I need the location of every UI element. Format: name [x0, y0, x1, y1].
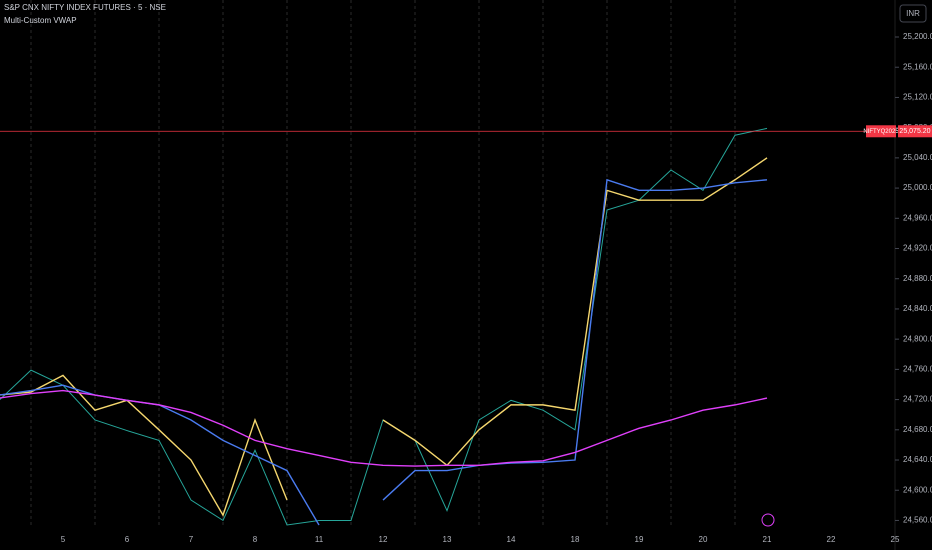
y-tick-label: 24,840.00 — [903, 304, 932, 313]
y-tick-label: 24,560.00 — [903, 516, 932, 525]
x-tick-label: 6 — [125, 535, 130, 544]
y-tick-label: 24,920.00 — [903, 244, 932, 253]
y-tick-label: 25,000.00 — [903, 183, 932, 192]
y-tick-label: 25,040.00 — [903, 153, 932, 162]
x-tick-label: 18 — [571, 535, 580, 544]
price-tag — [898, 125, 932, 138]
chart-title: S&P CNX NIFTY INDEX FUTURES · 5 · NSE — [4, 3, 166, 12]
y-tick-label: 24,640.00 — [903, 455, 932, 464]
y-tick-label: 25,160.00 — [903, 62, 932, 71]
x-tick-label: 13 — [443, 535, 452, 544]
symbol-tag-label: NIFTYQ2025 — [863, 129, 899, 135]
series-line — [382, 178, 768, 501]
x-tick-label: 22 — [827, 535, 836, 544]
series-line — [0, 374, 288, 517]
x-tick-label: 19 — [635, 535, 644, 544]
x-tick-label: 25 — [891, 535, 900, 544]
y-tick-label: 24,680.00 — [903, 425, 932, 434]
y-tick-label: 24,800.00 — [903, 334, 932, 343]
series-line — [382, 157, 768, 467]
y-tick-label: 24,600.00 — [903, 485, 932, 494]
y-tick-label: 25,120.00 — [903, 93, 932, 102]
y-tick-label: 24,880.00 — [903, 274, 932, 283]
x-tick-label: 11 — [315, 535, 324, 544]
x-tick-label: 8 — [253, 535, 258, 544]
x-tick-label: 5 — [61, 535, 66, 544]
indicator-name[interactable]: Multi-Custom VWAP — [4, 16, 77, 25]
x-tick-label: 7 — [189, 535, 194, 544]
x-tick-label: 12 — [379, 535, 388, 544]
x-tick-label: 20 — [699, 535, 708, 544]
currency-label[interactable]: INR — [906, 9, 920, 18]
series-line — [0, 389, 768, 467]
y-tick-label: 24,760.00 — [903, 364, 932, 373]
session-separators — [30, 0, 736, 528]
x-tick-label: 21 — [763, 535, 772, 544]
y-tick-label: 24,720.00 — [903, 395, 932, 404]
event-icon[interactable] — [761, 513, 775, 527]
y-tick-label: 25,200.00 — [903, 32, 932, 41]
currency-button[interactable] — [899, 4, 927, 23]
x-tick-label: 14 — [507, 535, 516, 544]
y-tick-label: 24,960.00 — [903, 213, 932, 222]
price-tag-label: 25,075.20 — [899, 128, 930, 135]
symbol-tag — [866, 125, 896, 138]
